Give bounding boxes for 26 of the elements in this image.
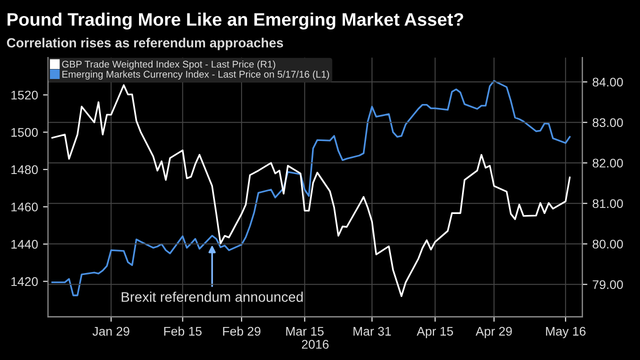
x-tick-label: May 16 bbox=[546, 326, 586, 338]
x-tick-label: Mar 15 bbox=[286, 326, 324, 336]
x-axis-title: 2016 bbox=[302, 340, 329, 349]
x-tick-label: Feb 15 bbox=[164, 326, 202, 336]
x-tick-label: Apr 15 bbox=[416, 326, 454, 338]
y-tick-label: 1480 bbox=[11, 165, 38, 174]
y-tick-label: 1520 bbox=[11, 90, 38, 100]
legend-label: GBP Trade Weighted Index Spot - Last Price (R1) bbox=[62, 60, 276, 70]
y2-tick-label: 83.00 bbox=[592, 118, 623, 128]
y-tick-label: 1500 bbox=[11, 128, 38, 137]
y2-tick-label: 84.00 bbox=[592, 78, 623, 87]
y-tick-label: 1440 bbox=[11, 240, 38, 249]
x-tick-label: Jan 29 bbox=[92, 326, 130, 336]
y2-tick-label: 80.00 bbox=[592, 240, 623, 249]
y2-tick-label: 82.00 bbox=[592, 158, 623, 168]
legend-label: Emerging Markets Currency Index - Last Price on 5/17/16 (L1) bbox=[62, 70, 330, 80]
y-tick-label: 1460 bbox=[11, 202, 38, 212]
x-tick-label: Feb 29 bbox=[223, 326, 260, 336]
y-tick-label: 1420 bbox=[11, 277, 38, 286]
x-tick-label: Apr 29 bbox=[476, 326, 512, 338]
annotation: Brexit referendum announced bbox=[122, 292, 303, 302]
chart-title: Pound Trading More Like an Emerging Market Asset? bbox=[8, 12, 464, 30]
chart-subtitle: Correlation rises as referendum approaches bbox=[6, 38, 284, 50]
y2-tick-label: 79.00 bbox=[592, 280, 623, 290]
y2-tick-label: 81.00 bbox=[592, 199, 623, 208]
x-tick-label: Mar 31 bbox=[354, 326, 391, 336]
